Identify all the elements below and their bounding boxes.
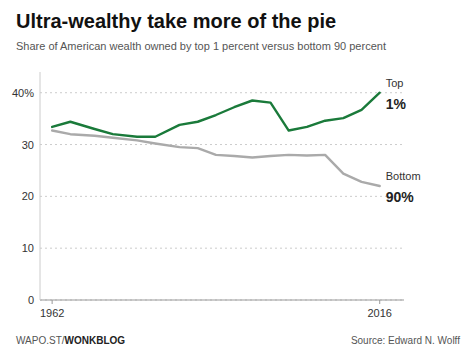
footer-bold: WONKBLOG [65, 335, 126, 346]
grid-line [40, 248, 404, 249]
subtitle: Share of American wealth owned by top 1 … [16, 40, 386, 52]
x-tick-label: 2016 [367, 307, 391, 319]
line [52, 131, 380, 186]
source: Source: Edward N. Wolff [351, 335, 460, 346]
lines [52, 93, 380, 186]
x-tick-label: 1962 [40, 307, 64, 319]
line-label: Top [386, 77, 404, 89]
grid-line [40, 196, 404, 197]
line-label: 90% [386, 189, 415, 205]
y-tick-label: 20 [22, 190, 34, 202]
y-tick-label: 30 [22, 139, 34, 151]
x-axis-line [40, 300, 404, 301]
footer: WAPO.ST/ [16, 335, 65, 346]
y-axis-line [40, 72, 41, 300]
grid-line [40, 92, 404, 93]
grid [40, 93, 404, 300]
y-tick-label: 40% [12, 87, 34, 99]
grid-line [40, 300, 404, 301]
title: Ultra-wealthy take more of the pie [16, 10, 336, 32]
line-labels: Top 1% Bottom 90% [386, 77, 421, 205]
y-tick-label: 0 [28, 294, 34, 306]
x-tick [379, 300, 380, 304]
line-label: 1% [386, 96, 407, 112]
x-tick [52, 300, 53, 304]
line-label: Bottom [386, 170, 421, 182]
grid-line [40, 144, 404, 145]
line [52, 93, 380, 137]
chart: Ultra-wealthy take more of the pie Share … [0, 0, 474, 352]
y-tick-label: 10 [22, 242, 34, 254]
